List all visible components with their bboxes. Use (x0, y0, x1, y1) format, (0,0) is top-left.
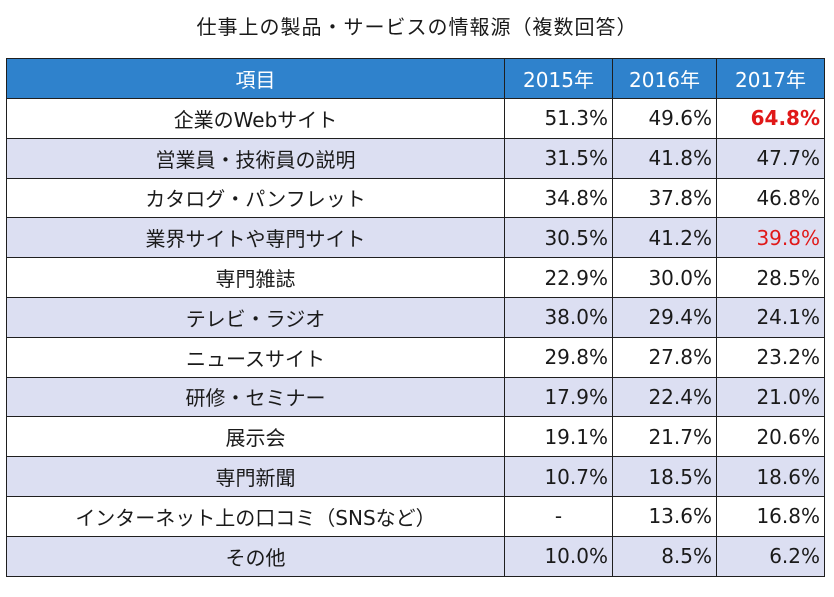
table-row: テレビ・ラジオ 38.0% 29.4% 24.1% (6, 296, 825, 338)
cell-2017: 20.6% (716, 416, 825, 458)
cell-item: 専門新聞 (6, 456, 505, 497)
header-2017: 2017年 (716, 58, 825, 99)
cell-item: その他 (6, 535, 505, 577)
table-row: 業界サイトや専門サイト 30.5% 41.2% 39.8% (6, 217, 825, 259)
info-source-table: 項目 2015年 2016年 2017年 企業のWebサイト 51.3% 49.6%… (6, 58, 825, 577)
cell-2017: 47.7% (716, 137, 825, 179)
header-2015: 2015年 (504, 58, 613, 99)
cell-item: ニュースサイト (6, 336, 505, 378)
cell-item: 専門雑誌 (6, 257, 505, 298)
header-row: 項目 2015年 2016年 2017年 (6, 58, 825, 99)
cell-2016: 41.8% (612, 137, 717, 179)
cell-2017: 64.8% (716, 98, 825, 139)
cell-2017: 18.6% (716, 456, 825, 497)
cell-item: テレビ・ラジオ (6, 296, 505, 338)
table-row: 営業員・技術員の説明 31.5% 41.8% 47.7% (6, 137, 825, 179)
header-item: 項目 (6, 58, 505, 99)
table-row: インターネット上の口コミ（SNSなど） -13.6% 16.8% (6, 495, 825, 537)
table-row: 専門雑誌 22.9% 30.0% 28.5% (6, 257, 825, 298)
cell-2015: 10.0% (504, 535, 613, 577)
cell-2015: 17.9% (504, 376, 613, 418)
table-body: 企業のWebサイト 51.3% 49.6% 64.8% 営業員・技術員の説明 31.5% 4… (6, 98, 825, 577)
cell-item: 展示会 (6, 416, 505, 458)
table-row: 研修・セミナー 17.9% 22.4% 21.0% (6, 376, 825, 418)
cell-item: 業界サイトや専門サイト (6, 217, 505, 259)
table-row: 企業のWebサイト 51.3% 49.6% 64.8% (6, 98, 825, 139)
cell-2016: 8.5% (612, 535, 717, 577)
cell-2017: 6.2% (716, 535, 825, 577)
cell-2015: 34.8% (504, 177, 613, 219)
cell-2017: 39.8% (716, 217, 825, 259)
cell-2015: 51.3% (504, 98, 613, 139)
cell-2016: 22.4% (612, 376, 717, 418)
cell-2016: 41.2% (612, 217, 717, 259)
cell-2016: 13.6% (612, 495, 717, 537)
cell-2015: 38.0% (504, 296, 613, 338)
table-row: その他 10.0% 8.5% 6.2% (6, 535, 825, 577)
header-2016: 2016年 (612, 58, 717, 99)
table-title: 仕事上の製品・サービスの情報源（複数回答） (196, 14, 638, 39)
cell-2016: 37.8% (612, 177, 717, 219)
cell-2017: 28.5% (716, 257, 825, 298)
cell-2016: 30.0% (612, 257, 717, 298)
cell-2015: 19.1% (504, 416, 613, 458)
cell-item: 企業のWebサイト (6, 98, 505, 139)
cell-item: カタログ・パンフレット (6, 177, 505, 219)
table-row: ニュースサイト 29.8% 27.8% 23.2% (6, 336, 825, 378)
cell-2015: - (504, 495, 613, 537)
cell-2017: 46.8% (716, 177, 825, 219)
cell-item: 営業員・技術員の説明 (6, 137, 505, 179)
table-row: 専門新聞 10.7% 18.5% 18.6% (6, 456, 825, 497)
cell-2016: 49.6% (612, 98, 717, 139)
table-row: カタログ・パンフレット 34.8% 37.8% 46.8% (6, 177, 825, 219)
cell-2015: 22.9% (504, 257, 613, 298)
cell-item: インターネット上の口コミ（SNSなど） (6, 495, 505, 537)
cell-2017: 16.8% (716, 495, 825, 537)
cell-2015: 30.5% (504, 217, 613, 259)
cell-item: 研修・セミナー (6, 376, 505, 418)
cell-2015: 10.7% (504, 456, 613, 497)
cell-2015: 31.5% (504, 137, 613, 179)
cell-2017: 24.1% (716, 296, 825, 338)
cell-2016: 27.8% (612, 336, 717, 378)
cell-2017: 21.0% (716, 376, 825, 418)
table-row: 展示会 19.1% 21.7% 20.6% (6, 416, 825, 458)
cell-2017: 23.2% (716, 336, 825, 378)
cell-2016: 21.7% (612, 416, 717, 458)
cell-2016: 29.4% (612, 296, 717, 338)
cell-2016: 18.5% (612, 456, 717, 497)
cell-2015: 29.8% (504, 336, 613, 378)
